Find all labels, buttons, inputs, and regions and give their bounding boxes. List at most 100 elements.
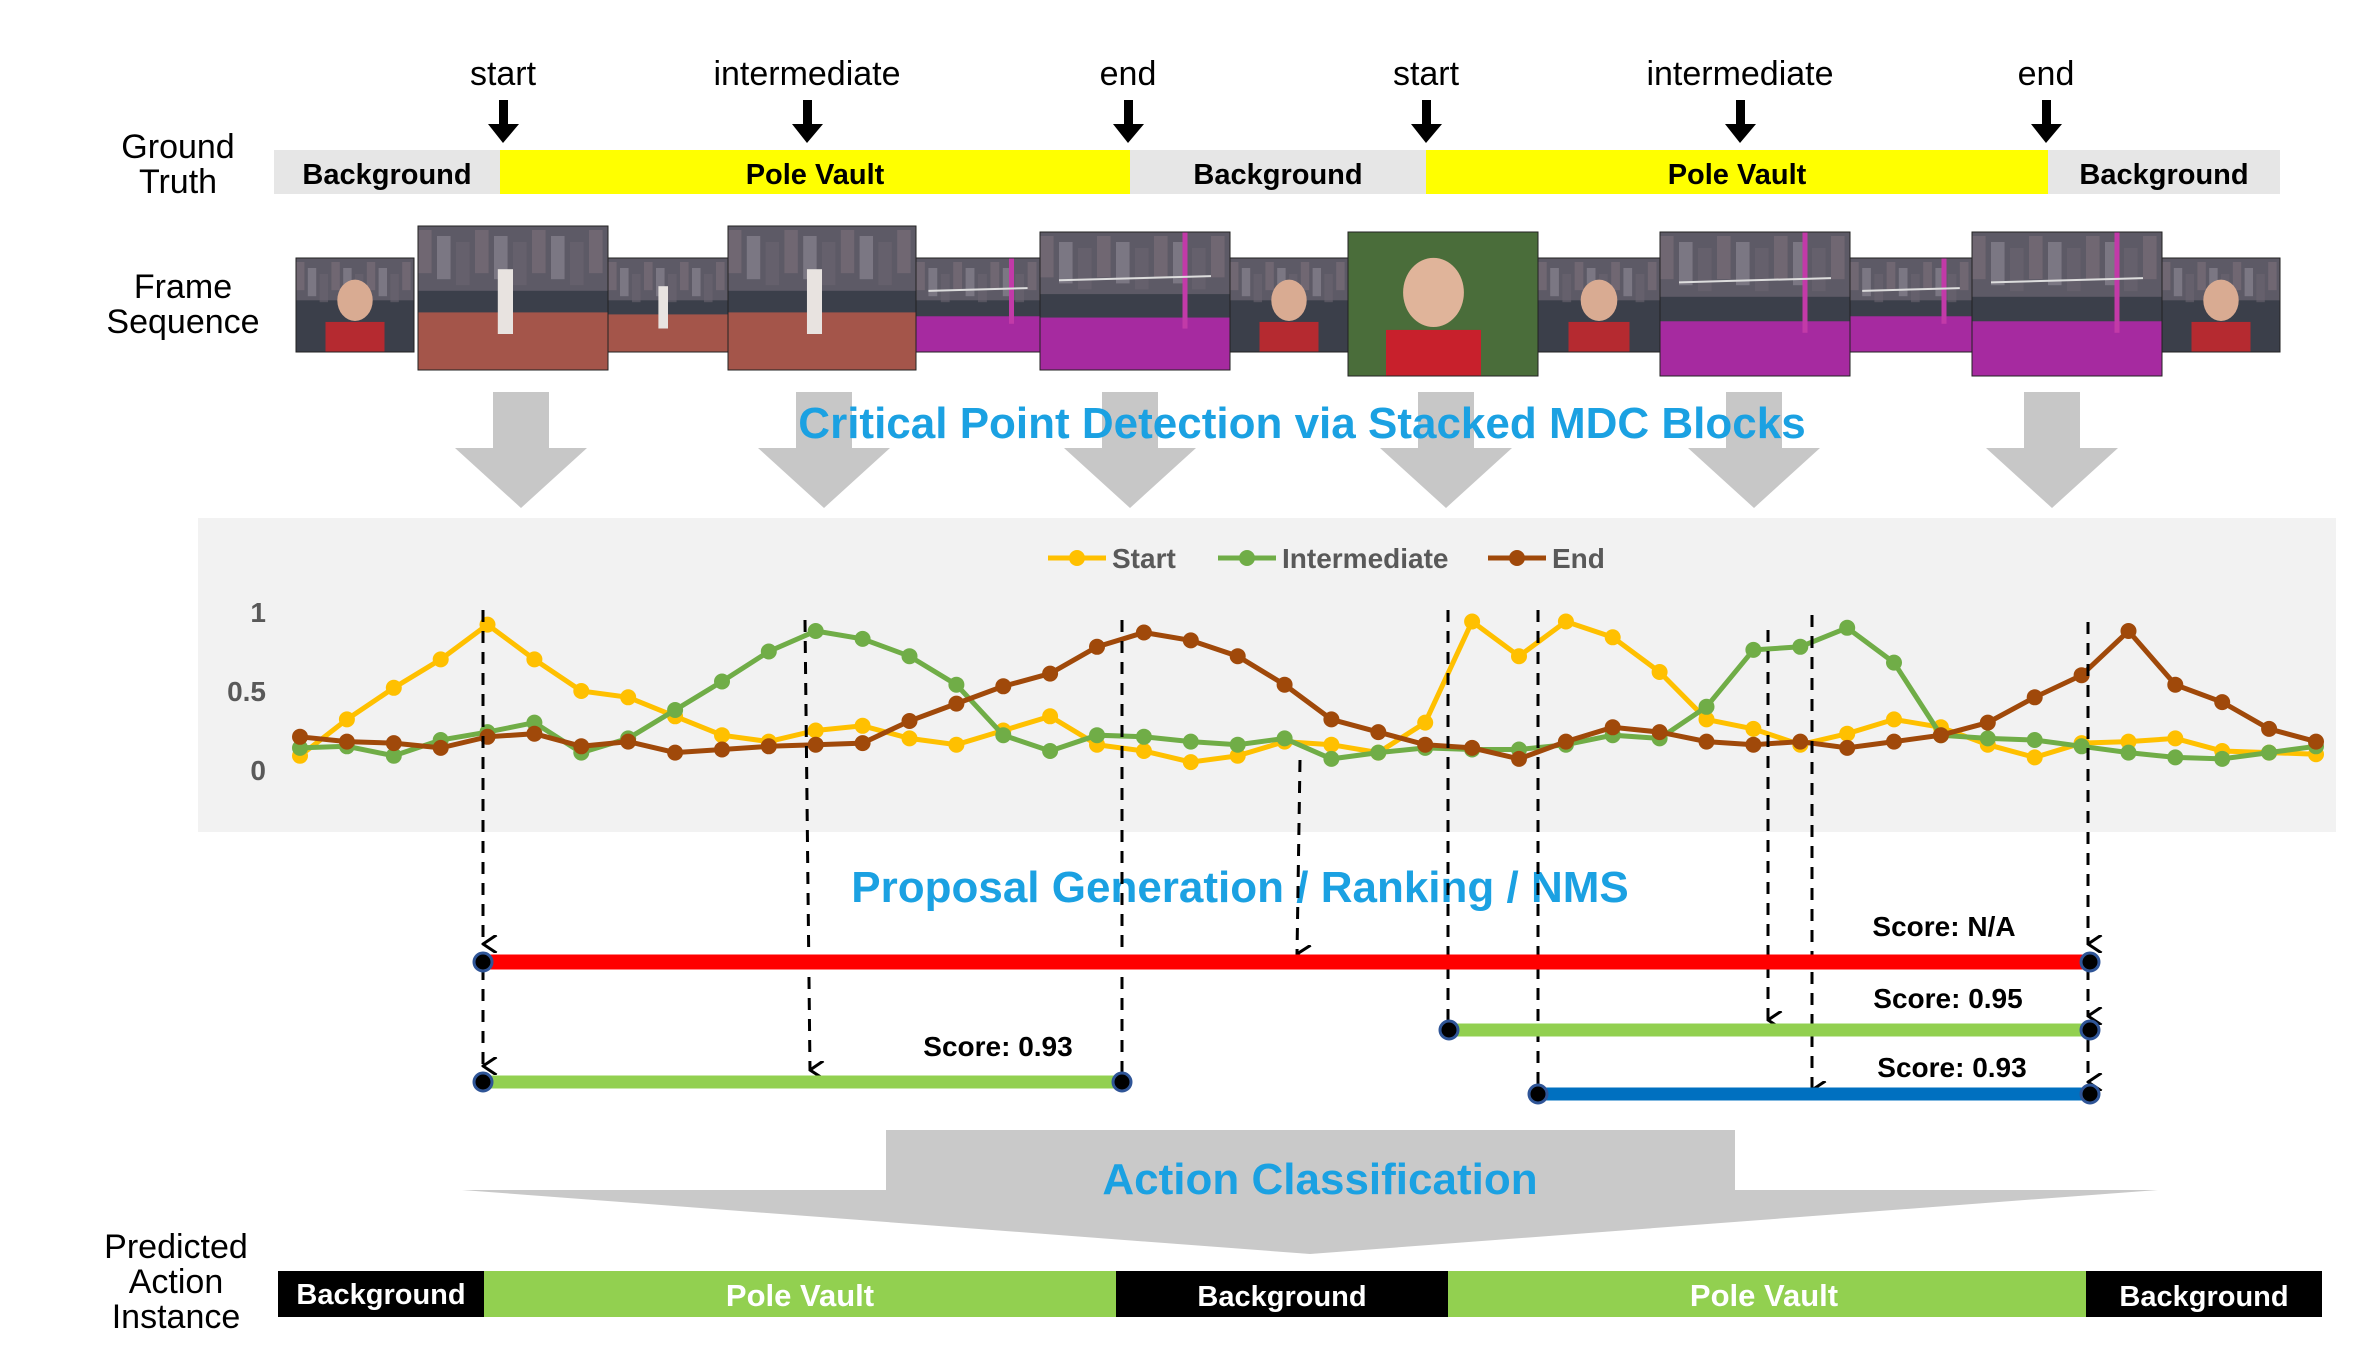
proposal-title: Proposal Generation / Ranking / NMS [851, 863, 1628, 912]
video-frame-thumbnail [417, 225, 609, 371]
data-point [385, 747, 402, 764]
marker-label: intermediate [1646, 55, 1833, 93]
data-point [995, 678, 1012, 695]
data-point [667, 702, 684, 718]
data-point [573, 738, 590, 755]
predicted-label-line2: Action [129, 1263, 224, 1301]
data-point [1604, 629, 1621, 646]
data-point [714, 727, 730, 744]
pred-segment-label: Background [296, 1279, 465, 1311]
legend-label: Intermediate [1282, 543, 1449, 574]
data-point [1276, 730, 1293, 747]
video-frame-thumbnail [607, 257, 729, 353]
data-point [1370, 724, 1387, 741]
proposal-score: Score: 0.93 [1877, 1052, 2026, 1083]
predicted-label: Predicted Action Instance [104, 1228, 248, 1336]
legend-label: Start [1112, 543, 1176, 574]
dashed-arrow [1297, 759, 1300, 954]
y-tick-label: 1 [250, 597, 266, 628]
data-point [1182, 754, 1199, 771]
data-point [1979, 714, 1996, 731]
data-point [1839, 739, 1856, 756]
data-point [854, 735, 871, 752]
data-point [995, 727, 1012, 744]
data-point [385, 679, 402, 696]
video-frame-thumbnail [295, 257, 415, 353]
video-frame-thumbnail [1537, 257, 1661, 353]
proposal-score: Score: 0.95 [1873, 983, 2022, 1014]
gt-segment-label: Pole Vault [746, 159, 885, 191]
data-point [1886, 733, 1902, 750]
down-arrow-icon [1986, 392, 2118, 508]
data-point [1229, 747, 1246, 764]
data-point [385, 735, 402, 752]
data-point [2026, 732, 2043, 748]
down-arrow-icon [1113, 124, 1144, 143]
proposal-score: Score: N/A [1872, 911, 2015, 942]
data-point [1089, 727, 1105, 744]
proposal-bars: Score: N/A Score: 0.95 Score: 0.93 Score… [472, 911, 2101, 1105]
marker-end-1: end [1100, 55, 1156, 143]
frame-sequence-label-line2: Sequence [106, 303, 259, 341]
gt-segment-pole-vault-1 [500, 150, 1130, 194]
pred-segment-pole-vault-2 [1448, 1271, 2086, 1317]
down-arrow-icon [1380, 392, 1512, 508]
data-point [1323, 750, 1340, 767]
marker-intermediate-2: intermediate [1646, 55, 1834, 143]
gt-segment-label: Background [1193, 159, 1362, 191]
data-point [2261, 720, 2278, 737]
data-point [1511, 750, 1527, 767]
marker-label: start [1393, 55, 1460, 93]
pred-segment-background-1 [278, 1271, 484, 1317]
data-point [1698, 733, 1715, 750]
down-arrow-icon [455, 392, 587, 508]
data-point [1135, 728, 1152, 745]
proposal-bar-2: Score: 0.95 [1438, 983, 2101, 1041]
data-point [901, 730, 918, 747]
data-point [1839, 725, 1856, 742]
data-point [2167, 676, 2184, 693]
data-point [854, 630, 871, 647]
data-point [948, 695, 965, 712]
data-point [620, 689, 637, 706]
data-point [714, 673, 730, 690]
data-point [338, 711, 355, 728]
frame-sequence-label-line1: Frame [134, 268, 232, 306]
gt-segment-label: Pole Vault [1668, 159, 1807, 191]
data-point [1323, 736, 1340, 753]
marker-label: end [2018, 55, 2075, 93]
frame-strip [295, 225, 2281, 377]
gt-segment-label: Background [302, 159, 471, 191]
data-point [1557, 733, 1574, 750]
data-point [760, 738, 777, 755]
data-point [2026, 749, 2043, 766]
ground-truth-label-line1: Ground [121, 128, 234, 166]
video-frame-thumbnail [1971, 231, 2163, 377]
data-point [1464, 739, 1481, 756]
down-arrow-icon [1411, 124, 1442, 143]
gt-segment-pole-vault-2 [1426, 150, 2048, 194]
predicted-bar: Background Pole Vault Background Pole Va… [278, 1271, 2322, 1317]
data-point [1089, 638, 1105, 655]
data-point [2261, 744, 2278, 761]
down-arrow-icon [488, 124, 519, 143]
data-point [2120, 623, 2137, 639]
video-frame-thumbnail [727, 225, 917, 371]
data-point [1932, 727, 1949, 744]
ground-truth-markers: start intermediate end start intermediat… [470, 55, 2074, 143]
data-point [1135, 624, 1152, 641]
ground-truth-label-line2: Truth [139, 163, 217, 201]
data-point [292, 728, 308, 745]
data-point [338, 733, 355, 750]
data-point [1604, 719, 1621, 736]
pred-segment-label: Pole Vault [726, 1278, 874, 1313]
ground-truth-label: Ground Truth [121, 128, 234, 201]
data-point [2120, 744, 2137, 761]
marker-label: start [470, 55, 537, 93]
frame-sequence-label: Frame Sequence [106, 268, 259, 341]
data-point [807, 722, 824, 739]
pred-segment-label: Pole Vault [1690, 1278, 1838, 1313]
data-point [1042, 665, 1059, 682]
marker-label: intermediate [713, 55, 900, 93]
pred-segment-label: Background [2119, 1281, 2288, 1313]
